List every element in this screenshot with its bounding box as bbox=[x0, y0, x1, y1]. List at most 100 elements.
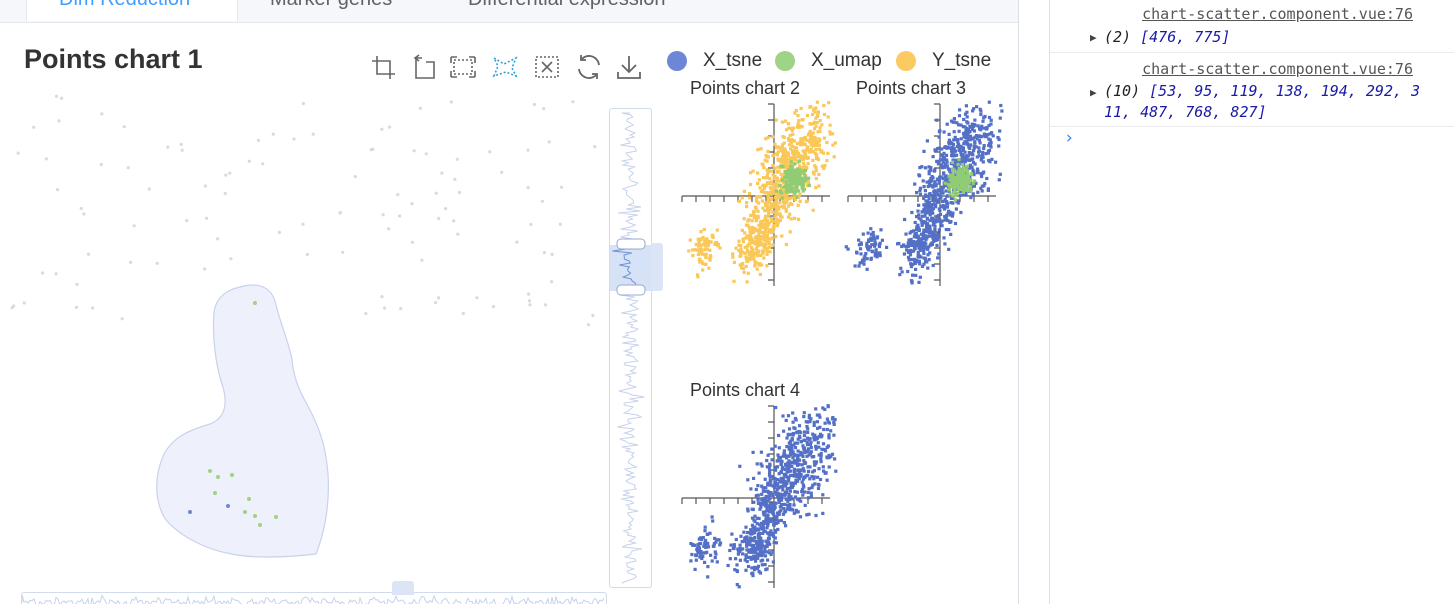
data-point bbox=[755, 556, 760, 560]
vertical-data-zoom[interactable] bbox=[609, 108, 663, 588]
data-point bbox=[965, 139, 969, 143]
data-point bbox=[751, 574, 755, 578]
zoom-move-handle[interactable] bbox=[392, 581, 414, 595]
expand-triangle-icon[interactable]: ▶ bbox=[1090, 86, 1097, 99]
zoom-move-handle[interactable] bbox=[651, 243, 663, 291]
data-point bbox=[591, 313, 595, 318]
data-point bbox=[698, 242, 702, 246]
polygon-select-icon[interactable] bbox=[408, 52, 438, 82]
data-point bbox=[750, 250, 754, 254]
data-point bbox=[798, 171, 802, 175]
data-point bbox=[983, 181, 987, 186]
data-point bbox=[738, 263, 742, 267]
data-point bbox=[750, 507, 754, 511]
data-point bbox=[756, 216, 760, 220]
data-point bbox=[944, 145, 948, 150]
data-point bbox=[956, 142, 961, 146]
data-point bbox=[693, 543, 697, 547]
data-point bbox=[706, 565, 710, 569]
data-point bbox=[710, 559, 714, 563]
zoom-handle-top[interactable] bbox=[616, 238, 646, 250]
data-point bbox=[750, 566, 754, 570]
data-point bbox=[341, 250, 345, 254]
data-point bbox=[773, 480, 777, 484]
data-point bbox=[767, 212, 771, 217]
data-point bbox=[697, 537, 701, 541]
console-value[interactable]: (2) [476, 775] bbox=[1104, 28, 1231, 46]
rect-select-icon[interactable] bbox=[368, 52, 398, 82]
data-point bbox=[972, 146, 976, 150]
console-source-link[interactable]: chart-scatter.component.vue:76 bbox=[1142, 5, 1413, 23]
data-point bbox=[931, 263, 935, 268]
tab-differential-expression[interactable]: Differential expression bbox=[468, 0, 728, 21]
data-point-selected bbox=[213, 491, 217, 495]
save-image-icon[interactable] bbox=[614, 52, 644, 82]
data-point bbox=[929, 176, 933, 181]
data-point bbox=[776, 165, 780, 169]
data-point bbox=[950, 153, 954, 158]
data-point bbox=[762, 249, 766, 253]
data-point bbox=[79, 206, 83, 211]
data-point bbox=[965, 174, 969, 178]
data-point bbox=[787, 493, 791, 497]
data-point bbox=[781, 189, 785, 193]
data-point bbox=[776, 453, 780, 457]
zoom-window[interactable] bbox=[610, 245, 651, 291]
data-point bbox=[965, 110, 969, 114]
data-point bbox=[745, 541, 749, 545]
scatter-chart-3[interactable] bbox=[844, 100, 1004, 290]
data-point bbox=[787, 459, 791, 463]
data-point bbox=[805, 450, 809, 454]
data-point bbox=[803, 430, 807, 434]
data-point bbox=[793, 182, 797, 186]
data-point bbox=[914, 273, 918, 277]
data-point bbox=[951, 196, 955, 200]
console-source-link[interactable]: chart-scatter.component.vue:76 bbox=[1142, 60, 1413, 78]
data-point bbox=[957, 129, 961, 133]
data-point bbox=[787, 190, 791, 194]
data-point bbox=[780, 149, 784, 153]
data-point bbox=[762, 520, 766, 524]
horizontal-data-zoom[interactable] bbox=[21, 581, 607, 604]
data-point bbox=[786, 486, 791, 491]
data-point bbox=[773, 486, 777, 490]
data-point bbox=[784, 484, 788, 488]
data-point bbox=[830, 417, 835, 421]
data-point bbox=[773, 536, 777, 540]
data-point bbox=[760, 464, 764, 468]
data-point bbox=[987, 115, 992, 120]
scatter-chart-2[interactable] bbox=[678, 100, 838, 290]
data-point bbox=[763, 226, 767, 230]
data-point bbox=[796, 457, 800, 461]
data-point bbox=[750, 550, 754, 554]
scatter-chart-4[interactable] bbox=[678, 402, 838, 592]
tab-dim-reduction[interactable]: Dim Reduction bbox=[26, 0, 238, 21]
data-point bbox=[749, 245, 754, 249]
data-point bbox=[797, 462, 801, 467]
keep-selection-icon[interactable] bbox=[490, 52, 520, 82]
console-value[interactable]: (10) [53, 95, 119, 138, 194, 292, 311, 4… bbox=[1104, 82, 1421, 121]
clear-selection-icon[interactable] bbox=[532, 52, 562, 82]
data-point bbox=[707, 256, 711, 260]
data-point bbox=[813, 462, 817, 466]
data-point bbox=[979, 126, 983, 130]
data-point bbox=[703, 541, 707, 545]
data-point bbox=[801, 444, 805, 448]
data-point bbox=[785, 490, 789, 494]
zoom-handle-bottom[interactable] bbox=[616, 284, 646, 296]
data-point bbox=[765, 226, 769, 230]
data-point bbox=[710, 234, 714, 238]
restore-icon[interactable] bbox=[574, 52, 604, 82]
data-point bbox=[951, 194, 955, 198]
data-point bbox=[740, 262, 745, 266]
data-point bbox=[952, 154, 956, 158]
lasso-icon[interactable] bbox=[448, 52, 478, 82]
data-point bbox=[951, 173, 955, 177]
data-point bbox=[753, 264, 757, 268]
main-scatter-plot[interactable] bbox=[0, 90, 610, 600]
data-point bbox=[788, 212, 792, 216]
console-prompt-icon[interactable]: › bbox=[1064, 128, 1075, 148]
expand-triangle-icon[interactable]: ▶ bbox=[1090, 31, 1097, 44]
tab-marker-genes[interactable]: Marker genes bbox=[270, 0, 430, 21]
data-point bbox=[744, 264, 748, 269]
